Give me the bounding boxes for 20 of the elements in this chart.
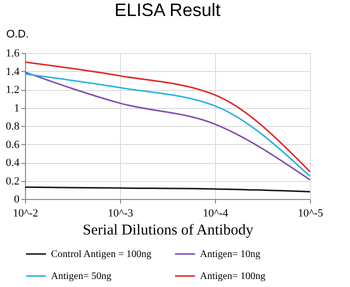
legend-label: Antigen= 10ng [200, 249, 260, 260]
y-tick-label: 0.8 [6, 120, 20, 132]
y-tick-label: 1.4 [6, 66, 20, 78]
x-tick-label: 10^-5 [298, 208, 324, 220]
y-tick-label: 0.4 [6, 157, 20, 169]
x-tick-label: 10^-3 [108, 208, 134, 220]
y-tick-label: 1.2 [6, 84, 20, 96]
y-tick-label: 1.6 [6, 48, 20, 60]
y-tick-label: 0.2 [6, 175, 20, 188]
y-axis-title: O.D. [6, 28, 29, 40]
legend-label: Antigen= 50ng [51, 271, 112, 282]
legend-label: Control Antigen = 100ng [51, 249, 152, 260]
legend-label: Antigen= 100ng [200, 271, 266, 282]
x-tick-label: 10^-4 [202, 208, 229, 220]
x-axis-title: Serial Dilutions of Antibody [82, 222, 254, 238]
y-tick-label: 0 [14, 194, 20, 206]
y-tick-label: 0.6 [6, 138, 20, 151]
chart-title: ELISA Result [114, 0, 221, 20]
x-tick-label: 10^-2 [12, 208, 38, 220]
y-tick-label: 1 [14, 102, 20, 114]
